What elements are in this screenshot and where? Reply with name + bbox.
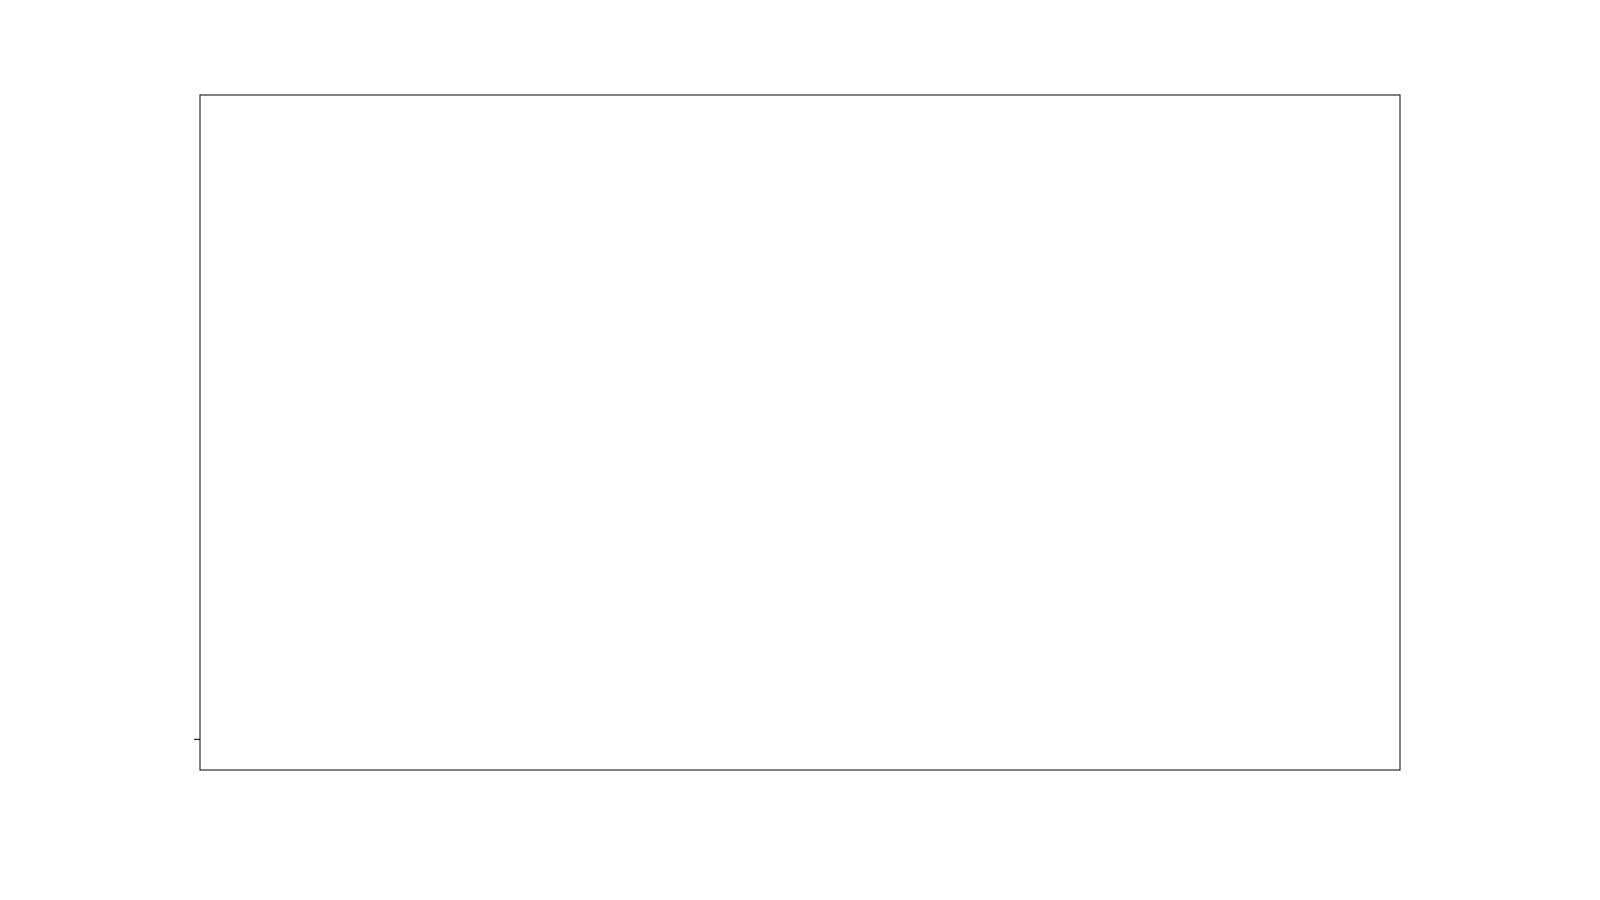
line-chart <box>0 0 1600 900</box>
chart-container <box>0 0 1600 900</box>
plot-area <box>200 95 1400 770</box>
